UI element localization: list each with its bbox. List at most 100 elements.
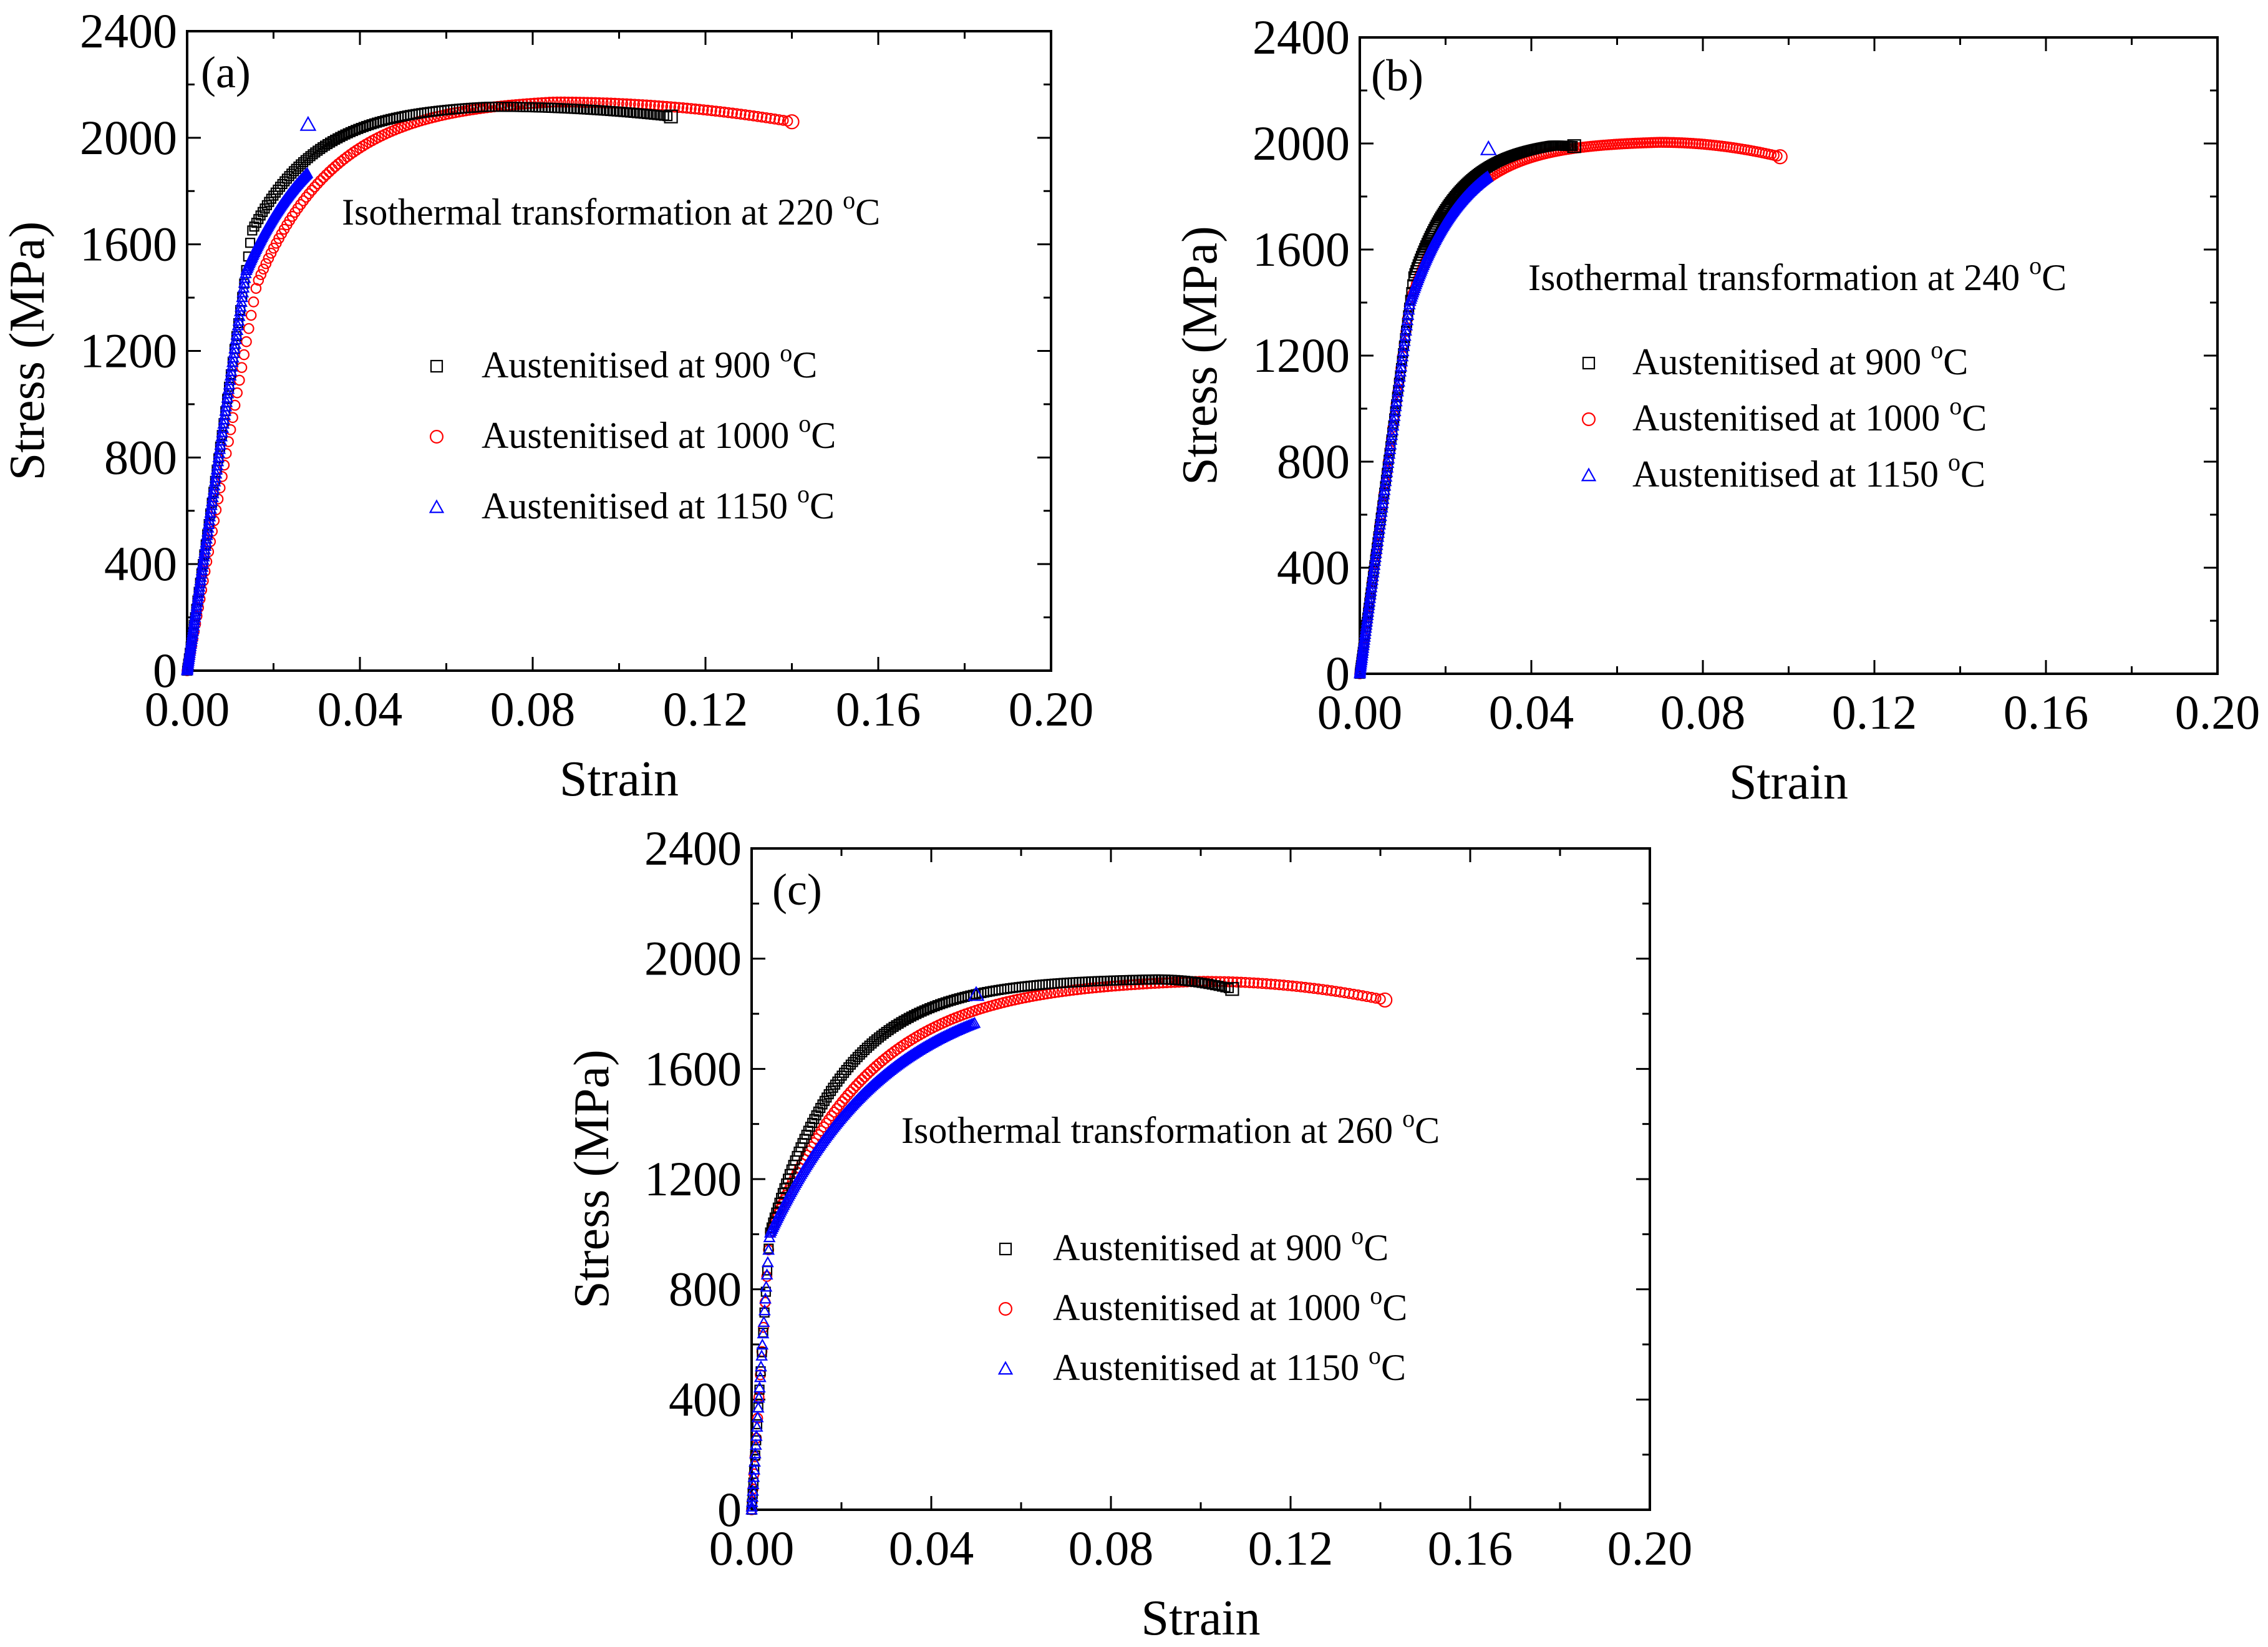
data-point [1028, 980, 1039, 991]
data-point [748, 1463, 761, 1475]
x-tick-label: 0.16 [2004, 685, 2089, 739]
data-point [260, 258, 272, 270]
data-point [578, 97, 589, 108]
data-point [351, 125, 361, 135]
data-point [1360, 615, 1374, 627]
x-tick-label: 0.20 [1009, 682, 1094, 736]
y-tick-label: 0 [153, 643, 177, 697]
data-point [1364, 585, 1377, 596]
y-axis-title: Stress (MPa) [0, 221, 55, 481]
data-point [1067, 984, 1079, 996]
data-point [187, 619, 200, 631]
data-point [1082, 983, 1094, 994]
data-point [1364, 588, 1377, 600]
y-tick-label: 800 [104, 430, 177, 484]
data-point [1362, 605, 1375, 617]
data-point [749, 1439, 762, 1450]
data-point [968, 1016, 981, 1028]
series-circle [182, 96, 800, 676]
data-point [191, 596, 203, 608]
data-point [1403, 298, 1416, 309]
x-axis-title: Strain [560, 752, 679, 807]
data-point [669, 101, 681, 113]
data-point [1031, 980, 1042, 991]
data-point [1662, 137, 1674, 148]
data-point [859, 1071, 870, 1082]
data-point [196, 557, 210, 569]
data-point [197, 550, 210, 561]
data-point [706, 105, 717, 117]
data-point [1659, 137, 1671, 148]
data-point [769, 114, 780, 125]
data-point [1027, 991, 1038, 1002]
data-point [186, 630, 198, 641]
data-point [188, 616, 201, 628]
data-point [1654, 137, 1665, 148]
data-point [1046, 978, 1057, 989]
x-tick-label: 0.16 [836, 682, 921, 736]
data-point [197, 553, 210, 565]
legend-label: Austenitised at 900 oC [482, 339, 817, 386]
data-point [340, 129, 351, 140]
data-point [243, 323, 254, 334]
data-point [784, 114, 800, 130]
data-point [188, 614, 201, 625]
data-point [773, 114, 785, 125]
data-point [697, 104, 709, 115]
x-tick-label: 0.00 [145, 682, 230, 736]
data-point [1213, 981, 1224, 991]
y-tick-label: 2400 [80, 4, 177, 58]
legend: Austenitised at 900 oC Austenitised at 10… [1581, 336, 1987, 495]
data-point [358, 122, 369, 132]
y-tick-label: 2000 [644, 931, 742, 986]
data-point [255, 269, 267, 280]
data-point [677, 102, 689, 114]
data-point [873, 1057, 885, 1069]
data-point [754, 1371, 767, 1382]
data-point [845, 1086, 856, 1098]
data-point [836, 1096, 848, 1107]
data-point [601, 97, 613, 109]
data-point [198, 547, 211, 558]
data-point [686, 103, 697, 114]
data-point [1040, 979, 1051, 989]
data-point [1772, 149, 1788, 165]
data-point [1400, 319, 1413, 331]
data-point [193, 583, 205, 595]
data-point [201, 528, 213, 540]
data-point [702, 104, 714, 116]
data-point [752, 110, 763, 122]
data-point [757, 1347, 767, 1358]
y-tick-label: 1200 [80, 324, 177, 378]
data-point [186, 627, 199, 639]
data-point [201, 525, 214, 537]
data-point [194, 574, 207, 586]
data-point [314, 175, 326, 187]
data-point [1366, 573, 1379, 585]
data-point [722, 107, 734, 119]
data-point [747, 1484, 759, 1496]
data-point [1361, 609, 1374, 620]
data-point [752, 1391, 765, 1403]
data-point [1034, 979, 1045, 990]
data-point [1223, 983, 1234, 994]
annotation-text: Isothermal transformation at 220 oC [342, 186, 880, 233]
legend-label: Austenitised at 1150 oC [1632, 448, 1985, 495]
data-point [236, 362, 248, 373]
data-point [200, 532, 213, 544]
data-point [714, 106, 726, 117]
data-point [752, 1419, 763, 1430]
data-point [1362, 602, 1375, 614]
x-tick-label: 0.20 [2175, 685, 2261, 739]
data-point [1037, 979, 1048, 990]
data-point [911, 1009, 922, 1019]
data-point [329, 161, 341, 172]
data-point [755, 1349, 768, 1361]
y-tick-label: 0 [1325, 646, 1350, 701]
data-point [1370, 993, 1382, 1004]
data-point [1361, 612, 1374, 624]
data-point [229, 399, 241, 411]
data-point [301, 167, 314, 178]
data-point [191, 593, 204, 605]
